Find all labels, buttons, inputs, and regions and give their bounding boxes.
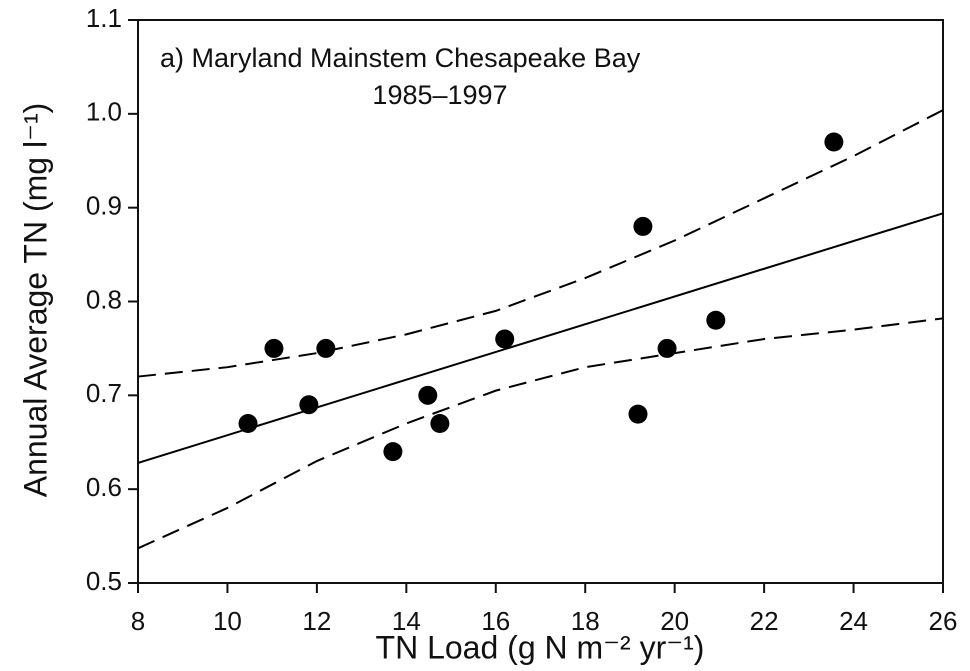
x-tick-label: 12 xyxy=(302,606,331,636)
confidence-band xyxy=(137,109,944,378)
x-tick-label: 20 xyxy=(660,606,689,636)
x-tick-label: 22 xyxy=(750,606,779,636)
y-tick-label: 1.1 xyxy=(86,3,122,33)
y-tick-label: 0.8 xyxy=(86,284,122,314)
x-axis-label: TN Load (g N m⁻² yr⁻¹) xyxy=(376,629,705,665)
x-tick-label: 18 xyxy=(571,606,600,636)
data-point xyxy=(628,404,648,424)
data-point xyxy=(299,395,319,415)
y-tick-label: 0.6 xyxy=(86,472,122,502)
x-tick-label: 8 xyxy=(131,606,145,636)
data-point xyxy=(633,216,653,236)
data-point xyxy=(430,413,450,433)
data-point xyxy=(495,329,515,349)
y-tick-label: 1.0 xyxy=(86,97,122,127)
regression-line xyxy=(137,212,944,464)
chart-subtitle: 1985–1997 xyxy=(372,80,507,110)
chart-title: a) Maryland Mainstem Chesapeake Bay xyxy=(160,43,641,73)
y-tick-label: 0.9 xyxy=(86,191,122,221)
x-tick-label: 14 xyxy=(392,606,421,636)
plot-frame xyxy=(137,19,944,584)
data-point xyxy=(264,338,284,358)
y-axis-label: Annual Average TN (mg l⁻¹) xyxy=(17,103,53,498)
confidence-band xyxy=(137,317,944,550)
x-tick-label: 24 xyxy=(839,606,868,636)
data-point xyxy=(706,310,726,330)
x-tick-label: 26 xyxy=(929,606,958,636)
data-point xyxy=(418,385,438,405)
data-point xyxy=(657,338,677,358)
x-tick-label: 16 xyxy=(481,606,510,636)
data-point xyxy=(824,132,844,152)
data-point xyxy=(316,338,336,358)
data-point xyxy=(238,413,258,433)
y-tick-label: 0.7 xyxy=(86,378,122,408)
x-tick-label: 10 xyxy=(213,606,242,636)
data-point xyxy=(383,442,403,462)
y-tick-label: 0.5 xyxy=(86,566,122,596)
